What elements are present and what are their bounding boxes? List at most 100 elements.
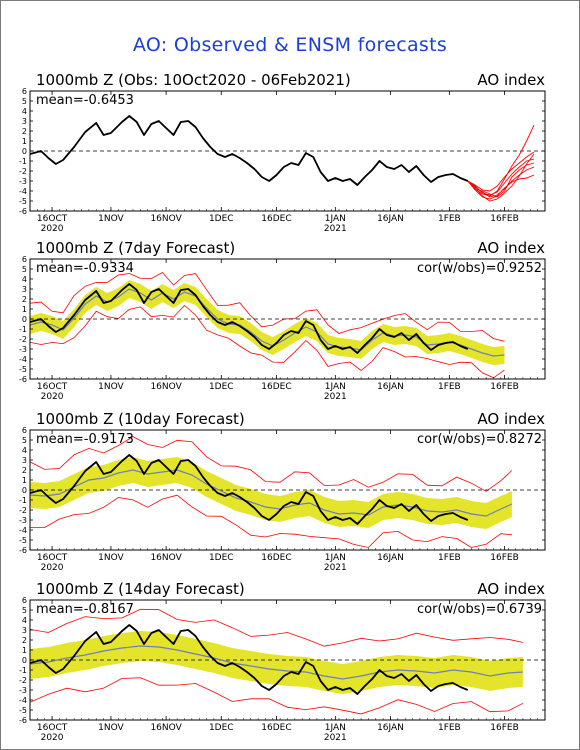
y-tick-label: 0 [22, 147, 27, 156]
y-tick-label: 3 [22, 626, 27, 635]
y-tick-label: 1 [22, 137, 27, 146]
ensemble-mean-line [30, 469, 513, 517]
correlation-label: cor(w/obs)=0.6739 [417, 602, 542, 617]
x-tick-label: 1JAN [325, 553, 346, 563]
y-tick-label: -4 [19, 187, 27, 196]
x-tick-label: 16OCT [37, 723, 68, 733]
correlation-label: cor(w/obs)=0.8272 [417, 432, 542, 447]
x-tick-label: 1DEC [209, 214, 234, 224]
spread-band [30, 457, 512, 529]
x-tick-label: 1JAN [325, 723, 346, 733]
y-tick-label: 0 [22, 486, 27, 495]
x-tick-label: 16NOV [150, 214, 182, 224]
y-tick-label: 0 [22, 315, 27, 324]
forecast-member-5 [467, 174, 535, 200]
x-tick-label: 16OCT [37, 214, 68, 224]
y-tick-label: 6 [22, 255, 27, 264]
x-tick-label: 16DEC [261, 382, 291, 392]
y-tick-label: 3 [22, 117, 27, 126]
observed-line [30, 624, 469, 695]
y-tick-label: -5 [19, 536, 27, 545]
y-tick-label: 1 [22, 305, 27, 314]
observed-line [30, 283, 469, 354]
x-tick-label: 16NOV [150, 382, 182, 392]
envelope-upper [30, 436, 513, 492]
y-tick-label: 5 [22, 97, 27, 106]
x-tick-label: 1DEC [209, 553, 234, 563]
panel-right-label: AO index [477, 580, 545, 598]
panel-4: 1000mb Z (14day Forecast) AO index 6543210… [19, 580, 546, 743]
x-tick-label: 16JAN [377, 382, 404, 392]
y-tick-label: 1 [22, 476, 27, 485]
plot-area [30, 271, 545, 379]
y-tick-label: -4 [19, 696, 27, 705]
x-tick-label: 1FEB [438, 382, 461, 392]
x-tick-label: 1JAN [325, 214, 346, 224]
forecast-member-4 [467, 151, 535, 192]
panel-title: 1000mb Z (10day Forecast) [36, 410, 245, 428]
y-tick-label: 5 [22, 606, 27, 615]
figure-title: AO: Observed & ENSM forecasts [132, 34, 448, 56]
y-tick-label: 3 [22, 285, 27, 294]
x-tick-label: 16DEC [261, 553, 291, 563]
panel-right-label: AO index [477, 71, 545, 89]
x-tick-year: 2020 [41, 733, 64, 743]
x-tick-label: 1NOV [98, 553, 124, 563]
y-tick-label: 6 [22, 596, 27, 605]
forecast-member-1 [467, 124, 535, 197]
x-tick-label: 16FEB [490, 553, 519, 563]
x-tick-label: 1JAN [325, 382, 346, 392]
y-tick-label: -1 [19, 325, 27, 334]
y-tick-label: 5 [22, 265, 27, 274]
x-tick-label: 1NOV [98, 382, 124, 392]
x-tick-year: 2021 [324, 733, 347, 743]
y-tick-label: -5 [19, 365, 27, 374]
y-tick-label: 1 [22, 646, 27, 655]
plot-area [30, 115, 545, 202]
spread-band [30, 280, 505, 365]
x-tick-year: 2020 [41, 563, 64, 573]
x-tick-label: 16DEC [261, 723, 291, 733]
y-tick-label: -3 [19, 177, 27, 186]
y-tick-label: -4 [19, 526, 27, 535]
y-tick-label: 2 [22, 636, 27, 645]
envelope-lower [30, 494, 512, 548]
x-tick-label: 1FEB [438, 553, 461, 563]
y-tick-label: 6 [22, 87, 27, 96]
y-tick-label: 4 [22, 616, 27, 625]
x-tick-label: 16JAN [377, 553, 404, 563]
y-tick-label: -2 [19, 676, 27, 685]
x-tick-label: 1FEB [438, 214, 461, 224]
x-tick-label: 16FEB [490, 214, 519, 224]
panel-title: 1000mb Z (14day Forecast) [36, 580, 245, 598]
x-tick-label: 1DEC [209, 382, 234, 392]
x-tick-label: 1FEB [438, 723, 461, 733]
y-tick-label: 4 [22, 107, 27, 116]
x-tick-year: 2021 [324, 563, 347, 573]
y-tick-label: -3 [19, 516, 27, 525]
x-tick-label: 16JAN [377, 214, 404, 224]
envelope-lower [30, 677, 524, 715]
x-tick-year: 2020 [41, 392, 64, 402]
y-tick-label: 4 [22, 446, 27, 455]
y-tick-label: -5 [19, 706, 27, 715]
ensemble-mean-line [30, 645, 523, 680]
x-tick-label: 1DEC [209, 723, 234, 733]
x-tick-label: 16NOV [150, 723, 182, 733]
panel-right-label: AO index [477, 239, 545, 257]
envelope-upper [30, 608, 523, 647]
mean-label: mean=-0.8167 [36, 602, 134, 617]
envelope-upper [30, 271, 505, 342]
y-tick-label: -6 [19, 716, 27, 725]
correlation-label: cor(w/obs)=0.9252 [417, 261, 542, 276]
x-tick-label: 16FEB [490, 723, 519, 733]
panel-1: 1000mb Z (Obs: 10Oct2020 - 06Feb2021) AO … [19, 71, 546, 234]
envelope-lower [30, 304, 505, 379]
y-tick-label: -2 [19, 167, 27, 176]
y-tick-label: 5 [22, 436, 27, 445]
x-tick-label: 16FEB [490, 382, 519, 392]
forecast-member-6 [467, 158, 535, 196]
panel-3: 1000mb Z (10day Forecast) AO index 6543210… [19, 410, 546, 573]
x-tick-year: 2020 [41, 224, 64, 234]
